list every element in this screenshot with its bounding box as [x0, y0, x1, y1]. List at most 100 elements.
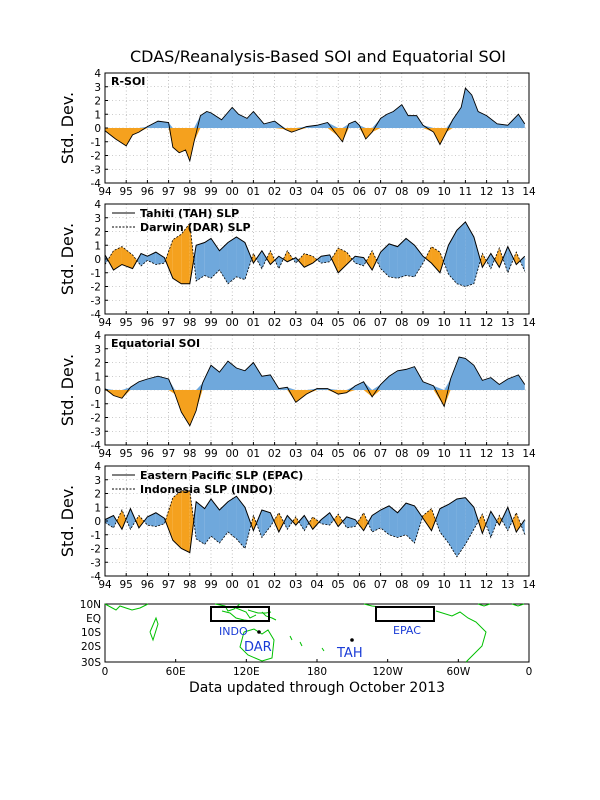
difference-fill	[261, 250, 267, 269]
y-tick-label: -2	[91, 151, 101, 163]
negative-fill	[105, 390, 525, 426]
x-tick-label: 02	[268, 186, 281, 198]
map-lon-label: 120W	[372, 666, 403, 678]
difference-fill	[278, 256, 284, 269]
x-tick-label: 12	[480, 186, 493, 198]
difference-fill	[236, 237, 245, 280]
difference-fill	[456, 221, 466, 287]
coastline	[104, 603, 149, 611]
map-lat-label: 30S	[81, 657, 101, 669]
x-tick-label: 11	[459, 317, 472, 329]
map-lon-label: 180	[307, 666, 327, 678]
difference-fill	[465, 497, 474, 545]
y-tick-label: 4	[94, 461, 101, 473]
difference-fill	[321, 512, 330, 526]
series-line	[104, 87, 526, 163]
x-tick-label: 94	[98, 579, 112, 591]
difference-fill	[211, 499, 220, 543]
y-tick-label: -3	[91, 164, 101, 176]
difference-fill	[121, 246, 133, 269]
difference-fill	[376, 252, 381, 269]
difference-fill	[448, 230, 457, 284]
difference-fill	[283, 515, 288, 530]
epac-label: EPAC	[393, 624, 421, 637]
x-tick-label: 96	[141, 317, 155, 329]
difference-fill	[363, 512, 369, 531]
coastline	[289, 635, 325, 652]
x-tick-label: 03	[289, 186, 302, 198]
x-tick-label: 97	[162, 186, 175, 198]
difference-fill	[431, 246, 440, 273]
y-tick-label: 4	[94, 68, 101, 80]
x-tick-label: 07	[374, 448, 387, 460]
difference-fill	[304, 515, 309, 531]
difference-fill	[497, 515, 500, 526]
footer-note: Data updated through October 2013	[189, 680, 445, 696]
x-tick-label: 03	[289, 448, 302, 460]
map-lat-label: 10N	[80, 599, 101, 611]
coastline	[435, 610, 487, 663]
difference-fill	[516, 512, 522, 532]
difference-fill	[338, 514, 343, 527]
y-tick-label: 2	[94, 227, 101, 239]
y-tick-label: -3	[91, 557, 101, 569]
y-tick-label: -1	[91, 399, 101, 411]
x-tick-label: 05	[332, 448, 345, 460]
series-line-2	[104, 222, 526, 287]
difference-fill	[482, 514, 486, 534]
coastline	[149, 616, 159, 642]
dar-label: DAR	[244, 640, 272, 655]
difference-fill	[105, 254, 108, 265]
x-tick-label: 06	[353, 317, 367, 329]
y-tick-label: 2	[94, 96, 101, 108]
y-tick-label: 3	[94, 213, 101, 225]
map-frame	[104, 603, 530, 663]
x-tick-label: 09	[416, 186, 429, 198]
difference-fill	[346, 252, 353, 265]
x-tick-label: 07	[374, 579, 387, 591]
y-tick-label: -2	[91, 282, 101, 294]
y-tick-label: -4	[91, 178, 102, 190]
x-tick-label: 00	[226, 317, 239, 329]
difference-fill	[273, 512, 279, 532]
x-tick-label: 99	[204, 448, 217, 460]
difference-fill	[204, 499, 211, 545]
coastline	[235, 607, 257, 619]
y-tick-label: -1	[91, 137, 101, 149]
difference-fill	[253, 515, 257, 531]
legend-entry: Indonesia SLP (INDO)	[140, 483, 273, 496]
difference-fill	[501, 507, 508, 531]
panel-label: Equatorial SOI	[111, 337, 200, 350]
difference-fill	[266, 250, 271, 265]
x-tick-label: 06	[353, 448, 367, 460]
x-tick-label: 98	[183, 317, 196, 329]
epac-box	[375, 606, 435, 622]
y-tick-label: 3	[94, 344, 101, 356]
difference-fill	[502, 246, 508, 273]
difference-fill	[130, 508, 136, 530]
difference-fill	[456, 497, 466, 557]
y-axis-label: Std. Dev.	[58, 485, 77, 557]
difference-fill	[189, 223, 194, 284]
x-tick-label: 10	[438, 448, 451, 460]
difference-fill	[204, 238, 211, 279]
difference-fill	[137, 253, 142, 266]
difference-fill	[116, 510, 122, 530]
map-lon-label: 60E	[166, 666, 186, 678]
difference-fill	[312, 256, 317, 264]
y-tick-label: 0	[94, 516, 101, 528]
x-tick-label: 98	[183, 448, 196, 460]
difference-fill	[439, 252, 444, 273]
difference-fill	[189, 490, 194, 553]
y-tick-label: -4	[91, 440, 102, 452]
difference-fill	[278, 512, 284, 532]
x-tick-label: 13	[501, 317, 514, 329]
difference-fill	[507, 507, 513, 531]
difference-fill	[107, 250, 114, 270]
difference-fill	[372, 250, 377, 270]
y-tick-label: -1	[91, 268, 101, 280]
positive-fill	[105, 357, 525, 390]
